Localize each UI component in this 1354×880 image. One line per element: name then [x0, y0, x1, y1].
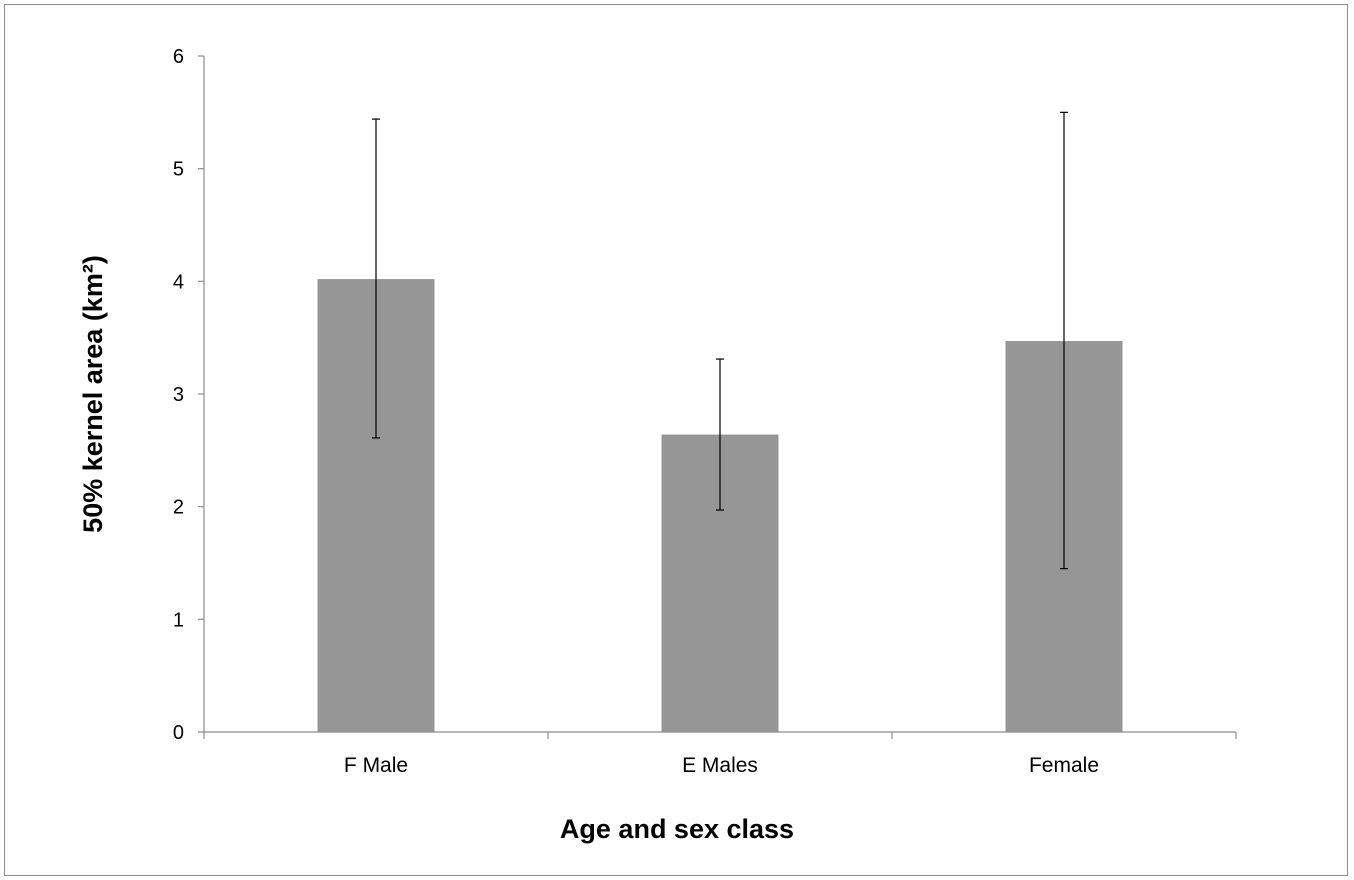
y-tick-label-3: 3 — [173, 384, 184, 406]
error-bars-layer — [372, 111, 1068, 570]
y-axis-title: 50% kernel area (km²) — [78, 255, 108, 533]
y-tick-label-0: 0 — [173, 722, 184, 744]
x-axis-title: Age and sex class — [560, 814, 794, 844]
y-tick-label-2: 2 — [173, 497, 184, 519]
y-tick-label-6: 6 — [173, 46, 184, 68]
axes-layer: 0 1 2 3 4 5 6 F Male E Males Female — [173, 46, 1237, 777]
x-category-label-1: E Males — [682, 754, 758, 777]
y-tick-label-4: 4 — [173, 271, 184, 293]
x-category-label-0: F Male — [344, 754, 408, 777]
x-category-label-2: Female — [1029, 754, 1099, 777]
y-tick-label-5: 5 — [173, 159, 184, 181]
y-tick-label-1: 1 — [173, 609, 184, 631]
